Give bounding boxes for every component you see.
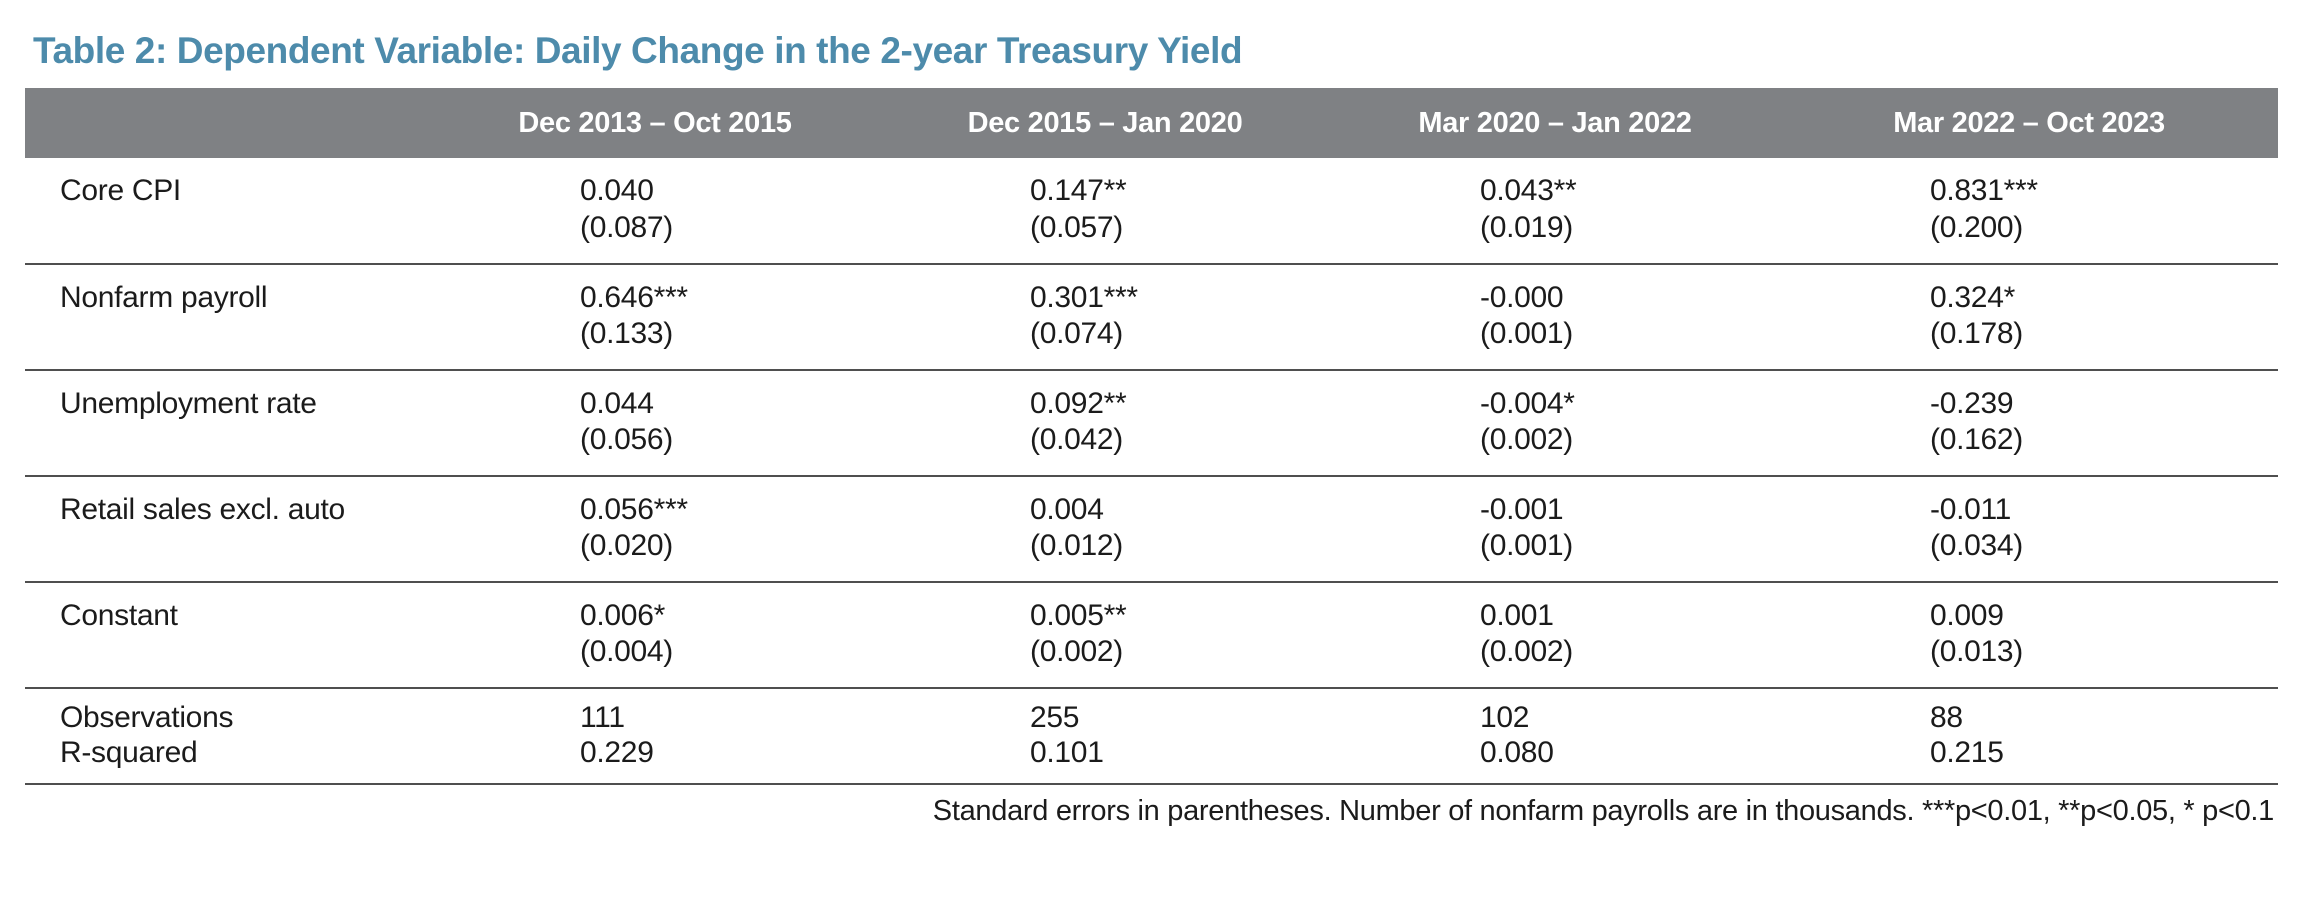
stderr-cell: (0.013) <box>1930 635 2023 668</box>
estimate-cell: 0.004 <box>1030 493 1104 526</box>
stderr-cell: (0.002) <box>1030 635 1123 668</box>
estimate-cell: 0.092** <box>1030 387 1127 420</box>
stderr-cell: (0.004) <box>580 635 673 668</box>
estimate-cell: 0.646*** <box>580 281 688 314</box>
table-footnote: Standard errors in parentheses. Number o… <box>932 795 2275 827</box>
stderr-cell: (0.012) <box>1030 529 1123 562</box>
estimate-cell: -0.011 <box>1930 493 2012 526</box>
stderr-row: (0.087) (0.057) (0.019) (0.200) <box>25 211 2278 264</box>
estimate-cell: 0.147** <box>1030 174 1127 207</box>
stderr-cell: (0.200) <box>1930 211 2023 244</box>
stderr-cell: (0.020) <box>580 529 673 562</box>
estimate-cell: 0.043** <box>1480 174 1577 207</box>
stderr-row: (0.133) (0.074) (0.001) (0.178) <box>25 317 2278 370</box>
estimate-cell: 0.056*** <box>580 493 688 526</box>
table-title: Table 2: Dependent Variable: Daily Chang… <box>33 30 1243 71</box>
estimate-row: Retail sales excl. auto 0.056*** 0.004 -… <box>25 476 2278 529</box>
estimate-cell: 0.006* <box>580 599 665 632</box>
stderr-row: (0.020) (0.012) (0.001) (0.034) <box>25 529 2278 582</box>
estimate-row: Nonfarm payroll 0.646*** 0.301*** -0.000… <box>25 264 2278 317</box>
stat-value: 111 <box>580 701 625 734</box>
row-group-unemployment-rate: Unemployment rate 0.044 0.092** -0.004* … <box>25 370 2278 476</box>
header-empty-cell <box>25 88 430 158</box>
estimate-cell: 0.044 <box>580 387 654 420</box>
row-group-stats: Observations 111 255 102 88 R-squared 0.… <box>25 688 2278 784</box>
row-group-retail-sales: Retail sales excl. auto 0.056*** 0.004 -… <box>25 476 2278 582</box>
row-label: Nonfarm payroll <box>60 281 268 314</box>
r-squared-row: R-squared 0.229 0.101 0.080 0.215 <box>25 736 2278 784</box>
paper-table-figure: Table 2: Dependent Variable: Daily Chang… <box>25 30 2278 827</box>
observations-row: Observations 111 255 102 88 <box>25 688 2278 736</box>
header-row: Dec 2013 – Oct 2015 Dec 2015 – Jan 2020 … <box>25 88 2278 158</box>
stat-value: 0.215 <box>1930 736 2004 769</box>
stderr-cell: (0.057) <box>1030 211 1123 244</box>
estimate-row: Core CPI 0.040 0.147** 0.043** 0.831*** <box>25 158 2278 211</box>
estimate-cell: -0.001 <box>1480 493 1564 526</box>
stderr-row: (0.004) (0.002) (0.002) (0.013) <box>25 635 2278 688</box>
stat-value: 0.101 <box>1030 736 1104 769</box>
column-header-period-3: Mar 2020 – Jan 2022 <box>1330 88 1780 158</box>
stat-label: R-squared <box>60 736 198 769</box>
stderr-row: (0.056) (0.042) (0.002) (0.162) <box>25 423 2278 476</box>
row-group-constant: Constant 0.006* 0.005** 0.001 0.009 (0.0… <box>25 582 2278 688</box>
stderr-cell: (0.002) <box>1480 635 1573 668</box>
stderr-cell: (0.001) <box>1480 317 1573 350</box>
stderr-cell: (0.019) <box>1480 211 1573 244</box>
stat-value: 0.229 <box>580 736 654 769</box>
estimate-cell: 0.324* <box>1930 281 2015 314</box>
estimate-cell: 0.001 <box>1480 599 1554 632</box>
estimate-cell: 0.009 <box>1930 599 2004 632</box>
estimate-cell: 0.831*** <box>1930 174 2038 207</box>
stderr-cell: (0.178) <box>1930 317 2023 350</box>
row-label: Core CPI <box>60 174 181 207</box>
estimate-cell: -0.239 <box>1930 387 2014 420</box>
stderr-cell: (0.002) <box>1480 423 1573 456</box>
estimate-cell: -0.000 <box>1480 281 1564 314</box>
stderr-cell: (0.034) <box>1930 529 2023 562</box>
stderr-cell: (0.001) <box>1480 529 1573 562</box>
stderr-cell: (0.162) <box>1930 423 2023 456</box>
estimate-cell: 0.005** <box>1030 599 1127 632</box>
stderr-cell: (0.087) <box>580 211 673 244</box>
estimate-cell: -0.004* <box>1480 387 1575 420</box>
row-group-nonfarm-payroll: Nonfarm payroll 0.646*** 0.301*** -0.000… <box>25 264 2278 370</box>
stderr-cell: (0.074) <box>1030 317 1123 350</box>
stat-label: Observations <box>60 701 234 734</box>
row-label: Constant <box>60 599 178 632</box>
table-header: Dec 2013 – Oct 2015 Dec 2015 – Jan 2020 … <box>25 88 2278 158</box>
stat-value: 88 <box>1930 701 1963 734</box>
row-label: Unemployment rate <box>60 387 317 420</box>
row-label: Retail sales excl. auto <box>60 493 345 526</box>
column-header-period-4: Mar 2022 – Oct 2023 <box>1780 88 2278 158</box>
stat-value: 102 <box>1480 701 1530 734</box>
stderr-cell: (0.056) <box>580 423 673 456</box>
stderr-cell: (0.042) <box>1030 423 1123 456</box>
row-group-core-cpi: Core CPI 0.040 0.147** 0.043** 0.831*** … <box>25 158 2278 264</box>
stat-value: 0.080 <box>1480 736 1554 769</box>
estimate-row: Unemployment rate 0.044 0.092** -0.004* … <box>25 370 2278 423</box>
estimate-cell: 0.040 <box>580 174 654 207</box>
stat-value: 255 <box>1030 701 1080 734</box>
stderr-cell: (0.133) <box>580 317 673 350</box>
column-header-period-1: Dec 2013 – Oct 2015 <box>430 88 880 158</box>
column-header-period-2: Dec 2015 – Jan 2020 <box>880 88 1330 158</box>
estimate-cell: 0.301*** <box>1030 281 1138 314</box>
estimate-row: Constant 0.006* 0.005** 0.001 0.009 <box>25 582 2278 635</box>
regression-table: Dec 2013 – Oct 2015 Dec 2015 – Jan 2020 … <box>25 88 2278 785</box>
